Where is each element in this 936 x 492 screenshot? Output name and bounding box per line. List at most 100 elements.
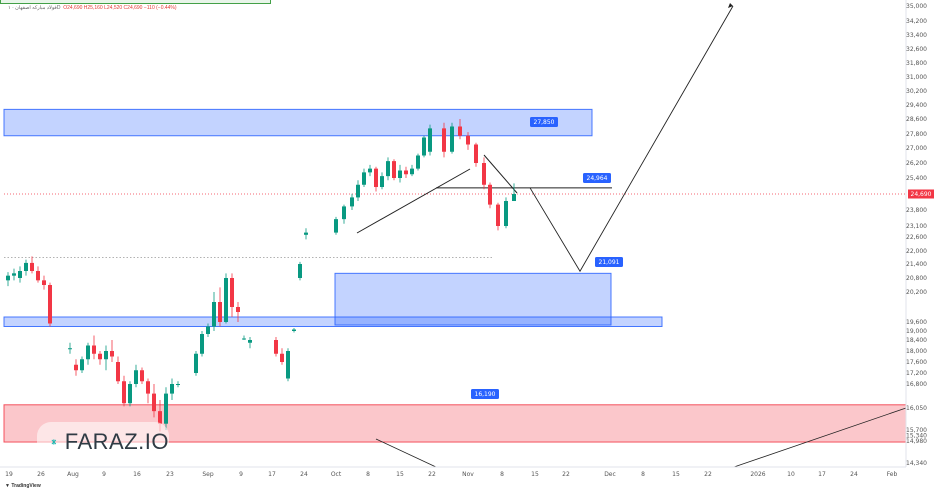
candle[interactable] [116, 356, 120, 385]
time-tick: 9 [239, 471, 243, 478]
candle[interactable] [74, 359, 78, 376]
level-label-text: 21,091 [599, 259, 620, 266]
projection-path[interactable] [529, 5, 734, 273]
candle[interactable] [416, 153, 420, 171]
candle[interactable] [104, 345, 108, 371]
candle[interactable] [146, 378, 150, 404]
candle[interactable] [86, 342, 90, 365]
level-label[interactable]: 27,850 [530, 117, 558, 127]
support-band[interactable] [3, 316, 663, 327]
level-label-bg [595, 257, 623, 267]
candle[interactable] [380, 172, 384, 190]
candle[interactable] [274, 337, 278, 357]
price-tick: 26,200 [906, 160, 927, 167]
candle[interactable] [374, 166, 378, 192]
candle[interactable] [80, 356, 84, 374]
candle[interactable] [512, 183, 516, 202]
candle[interactable] [98, 351, 102, 365]
time-tick: 22 [704, 471, 712, 478]
candle[interactable] [504, 197, 508, 229]
candle[interactable] [368, 164, 372, 177]
level-label[interactable]: 24,964 [583, 173, 611, 183]
candle-body [342, 206, 346, 220]
candle[interactable] [350, 193, 354, 210]
candle[interactable] [48, 282, 52, 327]
candle[interactable] [224, 273, 228, 324]
candle[interactable] [200, 331, 204, 357]
candle[interactable] [218, 287, 222, 327]
candle[interactable] [68, 342, 72, 354]
candle[interactable] [122, 375, 126, 407]
candle[interactable] [342, 204, 346, 224]
candle[interactable] [304, 228, 308, 240]
demand-zone[interactable] [334, 272, 612, 326]
candle[interactable] [298, 261, 302, 281]
candle[interactable] [164, 387, 168, 430]
price-tick: 21,400 [906, 261, 927, 268]
candle[interactable] [410, 164, 414, 177]
level-label-text: 24,964 [587, 175, 608, 182]
candle[interactable] [428, 124, 432, 156]
candle[interactable] [482, 157, 486, 190]
candle[interactable] [280, 348, 284, 365]
candle[interactable] [110, 340, 114, 362]
rising-trendline[interactable] [356, 168, 471, 234]
candle[interactable] [496, 202, 500, 231]
candle[interactable] [206, 323, 210, 338]
candle[interactable] [386, 157, 390, 181]
candle[interactable] [230, 273, 234, 317]
candle[interactable] [422, 135, 426, 158]
candles-layer [6, 119, 516, 432]
candle-body [350, 197, 354, 207]
price-tick: 22,000 [906, 248, 927, 255]
candle[interactable] [404, 166, 408, 178]
candle[interactable] [194, 351, 198, 376]
candle[interactable] [392, 159, 396, 181]
time-tick: 23 [166, 471, 174, 478]
candle[interactable] [30, 256, 34, 274]
candle[interactable] [442, 122, 446, 158]
candle[interactable] [248, 337, 252, 349]
candle[interactable] [170, 378, 174, 401]
candle[interactable] [242, 335, 246, 341]
candle[interactable] [36, 266, 40, 283]
candle[interactable] [236, 302, 240, 322]
candle[interactable] [450, 122, 454, 154]
candle[interactable] [42, 275, 46, 290]
candle[interactable] [6, 272, 10, 287]
candle-body [386, 161, 390, 177]
candle[interactable] [134, 364, 138, 388]
tradingview-icon: ▼ [5, 483, 10, 489]
supply-zone[interactable] [3, 108, 593, 137]
candle[interactable] [176, 381, 180, 388]
candle[interactable] [212, 292, 216, 331]
candle[interactable] [362, 168, 366, 188]
candle[interactable] [474, 142, 478, 167]
candle[interactable] [334, 216, 338, 235]
candle[interactable] [286, 348, 290, 382]
time-tick: 8 [366, 471, 370, 478]
candle[interactable] [292, 328, 296, 333]
level-label[interactable]: 21,091 [595, 257, 623, 267]
level-label[interactable]: 16,190 [471, 389, 499, 399]
candle[interactable] [398, 164, 402, 183]
candle[interactable] [458, 119, 462, 140]
candle[interactable] [140, 367, 144, 385]
candle[interactable] [12, 268, 16, 281]
header-bar [0, 0, 271, 4]
candle[interactable] [152, 384, 156, 418]
top-trendline[interactable] [483, 154, 518, 194]
time-axis[interactable]: 19 26 Aug 9 16 23 Sep 9 17 24 Oct 8 15 22 Nov 8 15 22 Dec 8… [0, 466, 906, 478]
candle[interactable] [128, 381, 132, 407]
candle[interactable] [488, 182, 492, 209]
candle[interactable] [466, 132, 470, 150]
candle-body [298, 264, 302, 278]
candle[interactable] [92, 335, 96, 360]
candle[interactable] [356, 180, 360, 202]
price-tick: 16,050 [906, 405, 927, 412]
candle[interactable] [18, 266, 22, 283]
candle[interactable] [24, 259, 28, 276]
last-price-tag-bg [908, 189, 934, 199]
